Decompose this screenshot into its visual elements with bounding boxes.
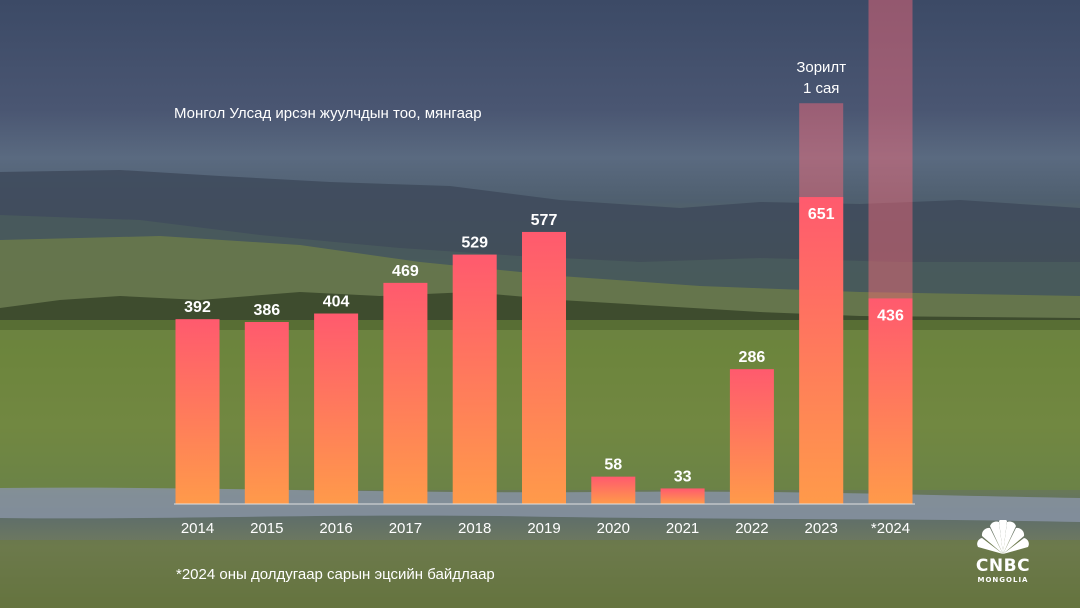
data-label-2023: 651: [808, 206, 835, 223]
tick-label-2020: 2020: [597, 520, 630, 537]
data-label-2014: 392: [184, 299, 211, 316]
bar-2014: [175, 319, 220, 504]
bar-2016: [314, 313, 359, 504]
bar-2017: [383, 282, 428, 504]
data-label-2016: 404: [323, 294, 350, 311]
tick-label-2019: 2019: [527, 520, 560, 537]
tick-label-2021: 2021: [666, 520, 699, 537]
tick-label-2024: *2024: [871, 520, 910, 537]
data-label-2017: 469: [392, 263, 419, 280]
data-label-2024: 436: [877, 307, 904, 324]
bar-2018: [452, 254, 497, 504]
data-label-2022: 286: [739, 349, 766, 366]
tick-label-2016: 2016: [319, 520, 352, 537]
tick-label-2014: 2014: [181, 520, 214, 537]
chart-title: Монгол Улсад ирсэн жуулчдын тоо, мянгаар: [174, 105, 482, 122]
bar-2021: [660, 488, 705, 504]
bar-2020: [591, 476, 636, 504]
data-label-2015: 386: [253, 302, 280, 319]
target-label-line2: 1 сая: [803, 80, 839, 97]
footnote: *2024 оны долдугаар сарын эцсийн байдлаа…: [176, 566, 495, 583]
logo-wordmark: CNBC: [975, 556, 1031, 576]
cnbc-mongolia-logo: CNBC MONGOLIA: [968, 519, 1038, 590]
tick-label-2015: 2015: [250, 520, 283, 537]
bar-2024: [868, 298, 913, 504]
data-label-2018: 529: [461, 235, 488, 252]
tick-label-2022: 2022: [735, 520, 768, 537]
bar-2022: [729, 369, 774, 504]
bar-2019: [522, 231, 566, 504]
logo-subtitle: MONGOLIA: [977, 576, 1029, 584]
tick-label-2023: 2023: [805, 520, 838, 537]
data-label-2020: 58: [604, 457, 622, 474]
data-label-2019: 577: [531, 212, 558, 229]
target-label-line1: Зорилт: [796, 59, 846, 76]
tick-label-2017: 2017: [389, 520, 422, 537]
peacock-icon: [977, 519, 1029, 554]
tick-label-2018: 2018: [458, 520, 491, 537]
bar-2023: [799, 197, 844, 504]
bar-2015: [244, 322, 289, 504]
data-label-2021: 33: [674, 468, 692, 485]
